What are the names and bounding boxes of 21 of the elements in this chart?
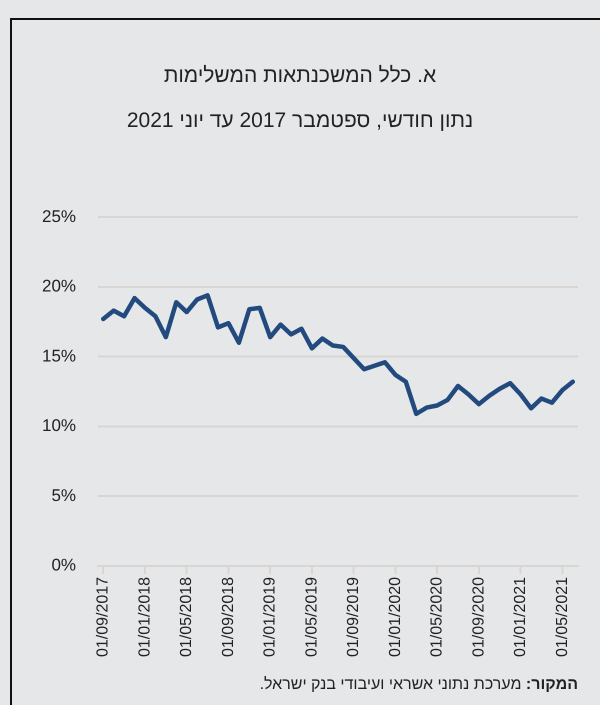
x-tick-label: 01/01/2018 [136, 576, 154, 657]
y-tick-label: 15% [42, 346, 76, 366]
chart-subtitle: נתון חודשי, ספטמבר 2017 עד יוני 2021 [126, 109, 474, 133]
y-tick-label: 10% [42, 416, 76, 436]
x-tick-label: 01/09/2018 [220, 576, 237, 657]
y-tick-label: 0% [51, 556, 76, 575]
x-tick-label: 01/05/2021 [554, 576, 571, 657]
chart-title: א. כלל המשכנתאות המשלימות [162, 64, 438, 88]
x-tick-label: 01/01/2019 [262, 576, 279, 657]
x-tick-label: 01/05/2020 [428, 576, 446, 657]
x-tick-label: 01/01/2021 [512, 576, 530, 657]
x-tick-label: 01/09/2017 [94, 576, 112, 657]
x-tick-label: 01/09/2019 [345, 576, 362, 657]
x-tick-label: 01/01/2020 [386, 576, 404, 657]
text: המקור: מערכת נתוני אשראי ועיבודי בנק ישראל. [260, 676, 578, 694]
y-tick-label: 20% [42, 276, 76, 296]
x-tick-label: 01/05/2019 [303, 576, 320, 657]
x-tick-label: 01/09/2020 [470, 576, 488, 657]
y-tick-label: 5% [51, 486, 76, 505]
x-tick-label: 01/05/2018 [178, 576, 196, 657]
y-tick-label: 25% [42, 206, 76, 226]
